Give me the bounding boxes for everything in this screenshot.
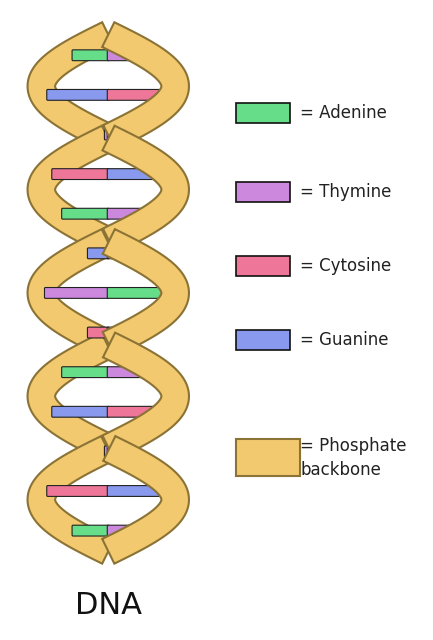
FancyBboxPatch shape [236, 104, 291, 123]
FancyBboxPatch shape [104, 129, 109, 140]
FancyBboxPatch shape [104, 446, 109, 457]
Text: = Adenine: = Adenine [300, 104, 387, 122]
Polygon shape [102, 436, 189, 564]
FancyBboxPatch shape [107, 327, 129, 338]
FancyBboxPatch shape [72, 525, 109, 536]
Text: = Guanine: = Guanine [300, 331, 389, 349]
FancyBboxPatch shape [107, 129, 112, 140]
Polygon shape [103, 125, 189, 253]
FancyBboxPatch shape [107, 367, 155, 378]
FancyBboxPatch shape [107, 248, 129, 259]
Polygon shape [28, 436, 114, 564]
Polygon shape [28, 333, 114, 460]
FancyBboxPatch shape [107, 486, 170, 497]
FancyBboxPatch shape [47, 90, 109, 100]
FancyBboxPatch shape [107, 525, 145, 536]
FancyBboxPatch shape [45, 287, 109, 298]
FancyBboxPatch shape [236, 256, 291, 276]
FancyBboxPatch shape [87, 327, 109, 338]
Text: DNA: DNA [75, 591, 142, 620]
Polygon shape [28, 125, 114, 253]
FancyBboxPatch shape [107, 90, 170, 100]
Polygon shape [103, 333, 189, 460]
FancyBboxPatch shape [61, 208, 109, 219]
FancyBboxPatch shape [236, 330, 291, 349]
FancyBboxPatch shape [72, 50, 109, 61]
Polygon shape [103, 229, 189, 356]
FancyBboxPatch shape [107, 406, 165, 417]
FancyBboxPatch shape [236, 182, 291, 202]
FancyBboxPatch shape [61, 367, 109, 378]
FancyBboxPatch shape [52, 406, 109, 417]
FancyBboxPatch shape [87, 248, 109, 259]
FancyBboxPatch shape [107, 208, 155, 219]
FancyBboxPatch shape [47, 486, 109, 497]
FancyBboxPatch shape [236, 439, 300, 477]
Polygon shape [28, 22, 114, 150]
Polygon shape [28, 229, 114, 356]
Polygon shape [102, 22, 189, 150]
Text: = Cytosine: = Cytosine [300, 257, 391, 275]
FancyBboxPatch shape [107, 169, 165, 179]
Text: = Thymine: = Thymine [300, 183, 391, 201]
FancyBboxPatch shape [107, 287, 172, 298]
Text: = Phosphate
backbone: = Phosphate backbone [300, 437, 407, 479]
FancyBboxPatch shape [107, 50, 145, 61]
FancyBboxPatch shape [52, 169, 109, 179]
FancyBboxPatch shape [107, 446, 112, 457]
